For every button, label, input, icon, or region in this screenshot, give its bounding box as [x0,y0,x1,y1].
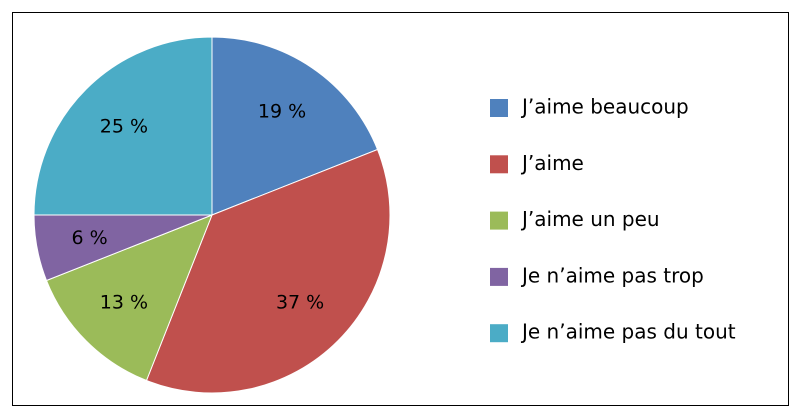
pie-slice [145,148,391,394]
legend-label: J’aime un peu [520,207,660,231]
pie-slice [33,36,213,216]
legend-label: Je n’aime pas du tout [520,320,736,344]
legend-label: J’aime [520,151,584,175]
legend-swatch [490,99,508,117]
legend-swatch [490,211,508,230]
slice-label: 19 % [258,100,306,122]
slice-label: 13 % [100,292,148,314]
slice-label: 37 % [276,292,324,314]
legend-swatch [490,155,508,174]
legend-swatch [490,324,508,343]
legend-label: J’aime beaucoup [520,95,689,119]
pie-slice [45,214,213,382]
legend-label: Je n’aime pas trop [520,263,704,287]
legend-swatch [490,267,508,286]
slice-label: 25 % [100,115,148,137]
slice-label: 6 % [72,227,108,249]
pie-slice [211,36,379,216]
